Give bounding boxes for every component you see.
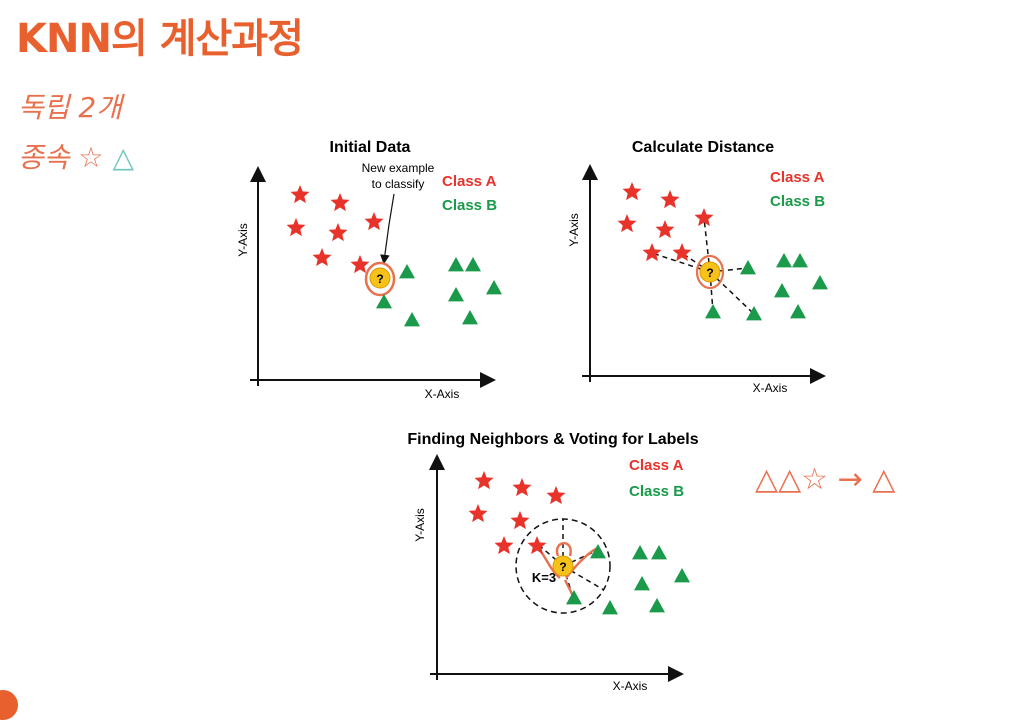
- panel-1-legend-class-a: Class A: [442, 173, 497, 190]
- panel-1-query-point: ?: [369, 267, 391, 289]
- panel-1-callout-line-2: to classify: [372, 177, 425, 191]
- panel-2-class-b-triangle: [776, 253, 792, 268]
- panel-2-title: Calculate Distance: [632, 139, 774, 156]
- panel-3-class-b-triangle: [632, 545, 648, 560]
- panel-3-class-b-triangle: [674, 568, 690, 583]
- panel-3-class-b-triangle: [566, 590, 582, 605]
- panel-3-handwritten-neighbor-marks: [537, 542, 599, 605]
- panel-2-distance-line: [709, 271, 714, 313]
- panel-2-class-b-triangle: [792, 253, 808, 268]
- panel-1-class-b-triangle: [448, 287, 464, 302]
- panel-3-class-b-triangle: [590, 544, 606, 559]
- panel-finding-neighbors: Finding Neighbors & Voting for Labels X-…: [407, 431, 698, 693]
- panel-1-class-a-star: [286, 218, 306, 237]
- panel-1-class-a-star: [350, 255, 370, 274]
- panel-2-query-point: ?: [699, 261, 721, 283]
- panel-1-class-b-triangle: [462, 310, 478, 325]
- panel-2-legend-class-a: Class A: [770, 169, 825, 186]
- panel-1-query-label: ?: [376, 272, 383, 286]
- panel-3-legend-class-b: Class B: [629, 483, 684, 500]
- panel-1-class-b-triangle: [376, 294, 392, 309]
- panel-2-class-b-triangle: [740, 260, 756, 275]
- panel-2-class-b-triangle: [812, 275, 828, 290]
- panel-2-class-b-triangle: [705, 304, 721, 319]
- panel-2-class-a-star: [672, 243, 692, 262]
- panel-2-legend-class-b: Class B: [770, 193, 825, 210]
- panel-2-class-a-star: [655, 220, 675, 239]
- panel-1-class-b-triangle: [465, 257, 481, 272]
- panel-3-class-b-triangle: [602, 600, 618, 615]
- panel-1-class-b-triangle: [448, 257, 464, 272]
- panel-2-class-a-star: [642, 243, 662, 262]
- panel-3-class-b-triangle: [649, 598, 665, 613]
- panel-1-title: Initial Data: [330, 139, 411, 156]
- panel-2-class-a-star: [660, 190, 680, 209]
- panel-2-query-handwritten-circle: [695, 254, 725, 290]
- panel-3-class-b-triangle: [634, 576, 650, 591]
- panel-2-distance-line: [709, 267, 749, 273]
- panel-2-query-marker: [699, 261, 721, 283]
- panel-3-class-a-star: [546, 486, 566, 505]
- panel-3-x-label: X-Axis: [613, 679, 648, 693]
- panel-2-class-b-triangle: [790, 304, 806, 319]
- panel-3-neighbor-line: [562, 549, 599, 567]
- panel-3-class-a-star: [494, 536, 514, 555]
- panel-1-legend-class-b: Class B: [442, 197, 497, 214]
- panel-3-query-point: ?: [552, 555, 574, 577]
- panel-1-class-a-star: [312, 248, 332, 267]
- panel-1-class-a-star: [328, 223, 348, 242]
- panel-2-class-a-star: [694, 208, 714, 227]
- panel-2-y-label: Y-Axis: [567, 213, 581, 247]
- panel-3-query-label: ?: [559, 560, 566, 574]
- panel-3-class-a-star: [510, 511, 530, 530]
- panel-1-query-marker: [369, 267, 391, 289]
- panel-calculate-distance: Calculate Distance X-Axis Y-Axis Class A…: [567, 139, 828, 395]
- panel-1-query-handwritten-circle: [364, 261, 396, 297]
- handwritten-triangle-icon: △: [112, 141, 134, 174]
- panel-3-y-label: Y-Axis: [413, 508, 427, 542]
- panel-3-title: Finding Neighbors & Voting for Labels: [407, 431, 698, 448]
- knn-diagram: Initial Data X-Axis Y-Axis Class A Class…: [236, 139, 828, 693]
- panel-2-class-a-star: [617, 214, 637, 233]
- panel-1-class-a-star: [330, 193, 350, 212]
- panel-1-class-b-triangle: [404, 312, 420, 327]
- panel-1-callout-arrow: [380, 193, 395, 265]
- panel-3-class-a-star: [474, 471, 494, 490]
- panel-3-query-marker: [552, 555, 574, 577]
- handwritten-note-dependent: 종속 ☆ △: [18, 136, 134, 176]
- panel-2-class-a-star: [622, 182, 642, 201]
- panel-1-x-label: X-Axis: [425, 387, 460, 401]
- panel-1-class-a-star: [290, 185, 310, 204]
- panel-3-class-a-star: [512, 478, 532, 497]
- panel-1-y-label: Y-Axis: [236, 223, 250, 257]
- panel-1-class-b-triangle: [399, 264, 415, 279]
- panel-3-class-a-star: [468, 504, 488, 523]
- panel-2-x-label: X-Axis: [753, 381, 788, 395]
- panel-2-query-label: ?: [706, 266, 713, 280]
- panel-2-class-b-triangle: [774, 283, 790, 298]
- page-title: KNN의 계산과정: [16, 16, 304, 62]
- handwritten-vote-result: △△☆ → △: [755, 462, 896, 497]
- panel-1-callout-line-1: New example: [362, 161, 435, 175]
- panel-1-class-a-star: [364, 212, 384, 231]
- panel-3-class-b-triangle: [651, 545, 667, 560]
- handwritten-note-independent: 독립 2개: [18, 91, 122, 124]
- panel-1-class-b-triangle: [486, 280, 502, 295]
- panel-2-class-b-triangle: [746, 306, 762, 321]
- panel-initial-data: Initial Data X-Axis Y-Axis Class A Class…: [236, 139, 502, 401]
- handwritten-dependent-label: 종속 ☆: [18, 141, 104, 174]
- panel-3-legend-class-a: Class A: [629, 457, 684, 474]
- panel-3-class-a-star: [527, 536, 547, 555]
- panel-3-k-label: K=3: [532, 570, 556, 585]
- panel-3-neighbor-line: [562, 565, 605, 591]
